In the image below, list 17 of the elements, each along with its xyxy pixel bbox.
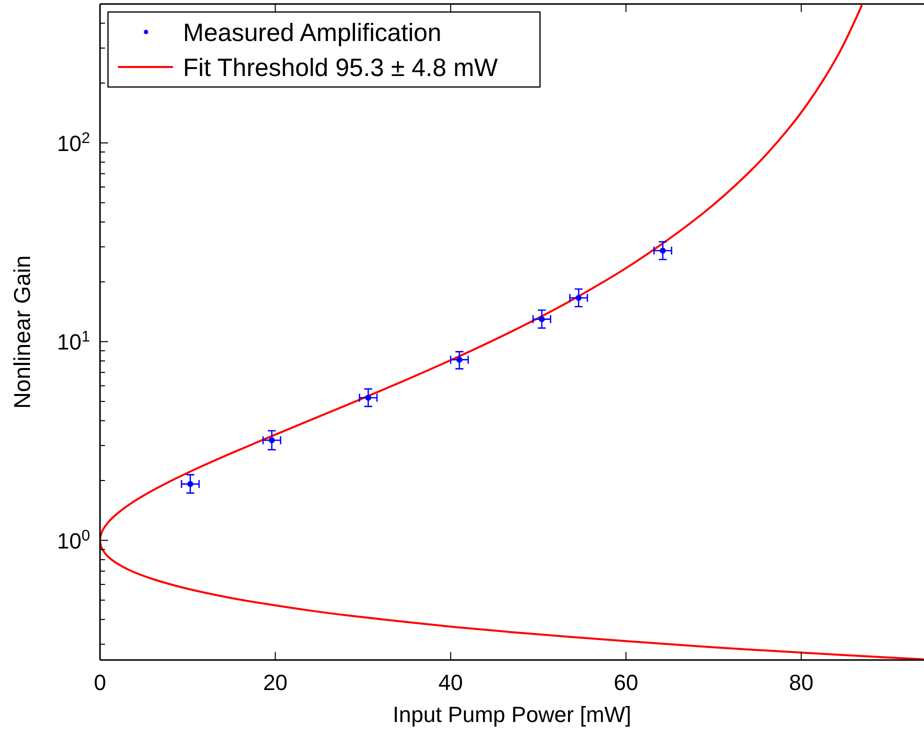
point — [456, 356, 462, 363]
y-axis-title: Nonlinear Gain — [9, 255, 35, 409]
x-tick-label: 20 — [263, 670, 288, 695]
y-tick-label: 10$^{2}$ — [56, 129, 90, 156]
x-tick-label: 60 — [614, 670, 638, 695]
x-axis-title: Input Pump Power [mW] — [392, 702, 632, 727]
line-series — [100, 4, 924, 660]
y-tick-label: 10$^{0}$ — [56, 526, 90, 554]
y-tick-label: 10$^{1}$ — [56, 328, 90, 355]
point — [187, 481, 194, 488]
legend-label: Measured Amplification — [183, 19, 442, 47]
point — [268, 437, 275, 444]
x-tick-label: 80 — [789, 670, 814, 695]
x-tick-label: 40 — [438, 670, 463, 695]
legend-label: Fit Threshold 95.3 ± 4.8 mW — [183, 54, 498, 82]
x-tick-label: 0 — [94, 670, 106, 695]
point — [538, 316, 545, 322]
